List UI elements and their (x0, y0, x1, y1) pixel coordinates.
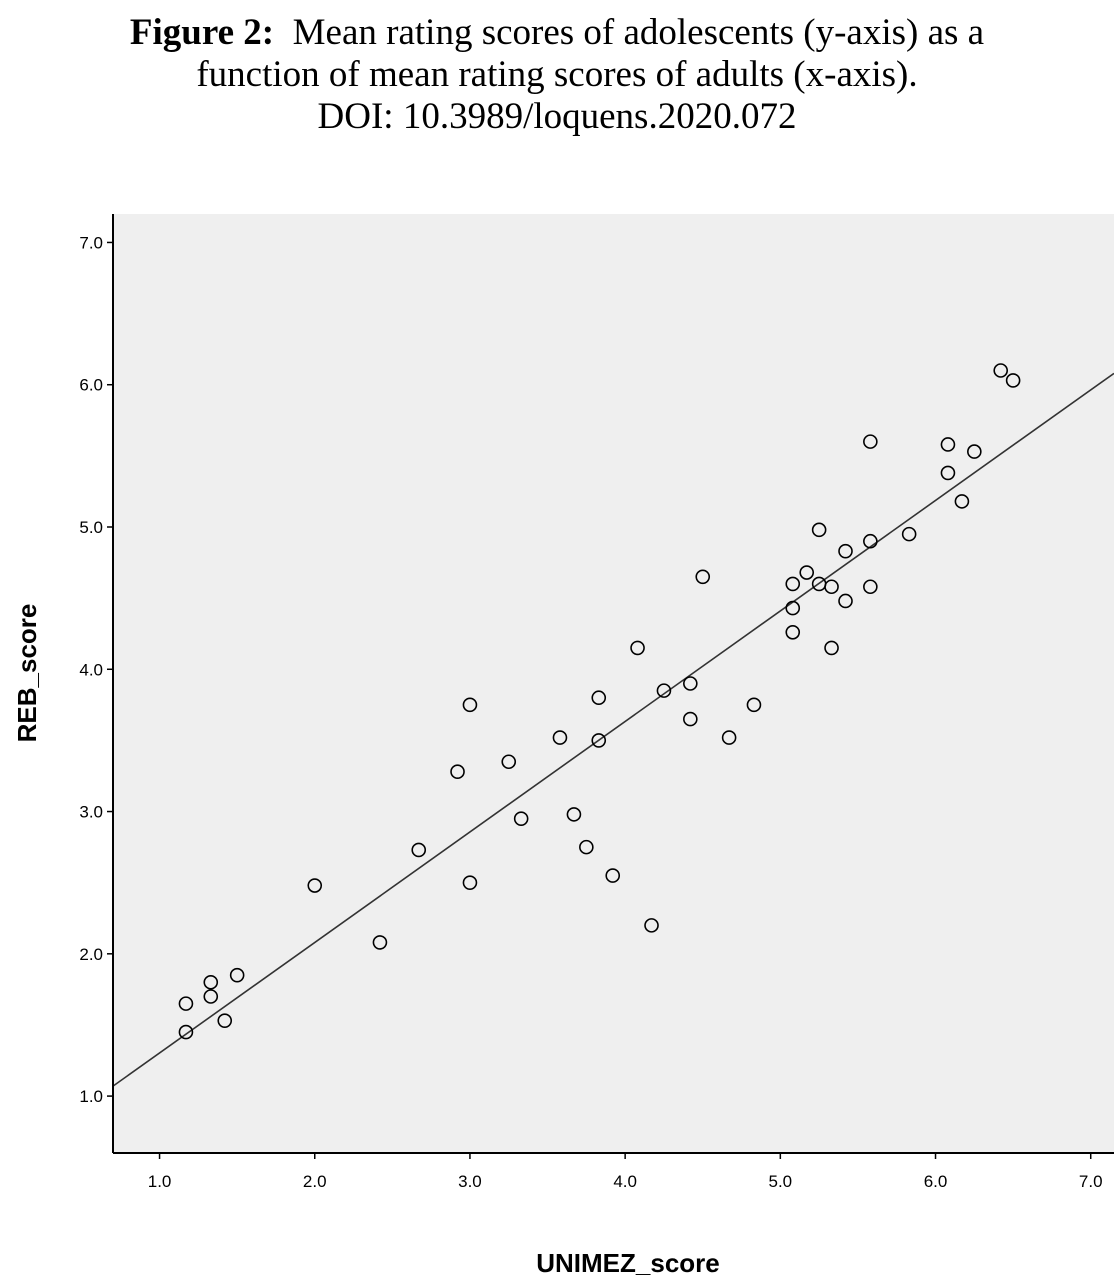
data-point (307, 878, 323, 893)
x-tick-label: 6.0 (924, 1172, 948, 1191)
data-point (940, 437, 956, 452)
y-tick-label: 2.0 (79, 945, 103, 964)
x-tick-label: 5.0 (769, 1172, 793, 1191)
y-axis-title: REB_score (12, 604, 42, 743)
figure-caption: Figure 2: Mean rating scores of adolesce… (0, 12, 1114, 138)
data-point (591, 690, 607, 706)
axes-layer (112, 214, 1114, 1154)
data-point (372, 935, 388, 950)
data-point (785, 624, 801, 640)
data-point (1005, 373, 1021, 388)
data-point (501, 754, 517, 770)
data-point (695, 569, 711, 585)
data-point (863, 533, 878, 549)
data-point (566, 807, 582, 822)
caption-line-1: Figure 2: Mean rating scores of adolesce… (0, 12, 1114, 54)
data-point (644, 918, 659, 933)
x-tick-label: 1.0 (148, 1172, 172, 1191)
data-point (656, 683, 672, 698)
data-point (178, 1024, 194, 1040)
data-point (630, 640, 645, 656)
data-point (785, 600, 801, 616)
regression-line (112, 372, 1114, 1087)
data-point (838, 593, 853, 609)
data-point (811, 522, 827, 538)
data-point (799, 565, 815, 580)
data-point (591, 733, 607, 748)
data-point (203, 989, 219, 1004)
figure-label: Figure 2: (129, 12, 275, 53)
data-point (940, 465, 956, 481)
x-ticks: 1.0 2.0 3.0 4.0 5.0 6.0 7.0 (148, 1153, 1103, 1191)
x-tick-label: 7.0 (1079, 1172, 1103, 1191)
data-point (552, 730, 568, 745)
data-point (450, 764, 465, 780)
x-tick-label: 4.0 (613, 1172, 637, 1191)
data-point (901, 526, 917, 542)
y-tick-label: 3.0 (79, 803, 103, 822)
data-point (462, 875, 478, 890)
data-point (824, 579, 839, 595)
data-point (721, 730, 737, 745)
y-ticks: 1.0 2.0 3.0 4.0 5.0 6.0 7.0 (79, 233, 113, 1106)
data-point (746, 697, 762, 713)
data-point (993, 363, 1009, 378)
caption-doi: DOI: 10.3989/loquens.2020.072 (317, 96, 797, 137)
data-point (785, 576, 801, 592)
points-layer (178, 363, 1021, 1040)
data-point (579, 839, 594, 855)
y-tick-label: 6.0 (79, 376, 103, 395)
data-point (683, 676, 698, 691)
caption-line-2: function of mean rating scores of adults… (196, 54, 918, 95)
data-point (203, 974, 219, 990)
data-point (411, 842, 427, 858)
data-point (462, 697, 478, 713)
data-point (178, 996, 194, 1011)
data-point (513, 811, 529, 826)
caption-text-1: Mean rating scores of adolescents (y-axi… (292, 12, 985, 53)
x-tick-label: 3.0 (458, 1172, 482, 1191)
x-axis-title: UNIMEZ_score (536, 1248, 720, 1278)
data-point (967, 444, 982, 459)
data-point (838, 543, 853, 559)
data-point (863, 579, 878, 595)
data-point (605, 868, 621, 883)
data-point (954, 494, 970, 509)
data-point (217, 1013, 233, 1028)
fit-line-layer (112, 372, 1114, 1087)
data-point (229, 967, 245, 983)
x-tick-label: 2.0 (303, 1172, 327, 1191)
y-tick-label: 5.0 (79, 518, 103, 537)
data-point (683, 711, 698, 727)
y-tick-label: 7.0 (79, 233, 103, 252)
y-tick-label: 4.0 (79, 660, 103, 679)
plot-area (113, 214, 1114, 1153)
y-tick-label: 1.0 (79, 1087, 103, 1106)
data-point (863, 434, 878, 449)
data-point (824, 640, 839, 656)
